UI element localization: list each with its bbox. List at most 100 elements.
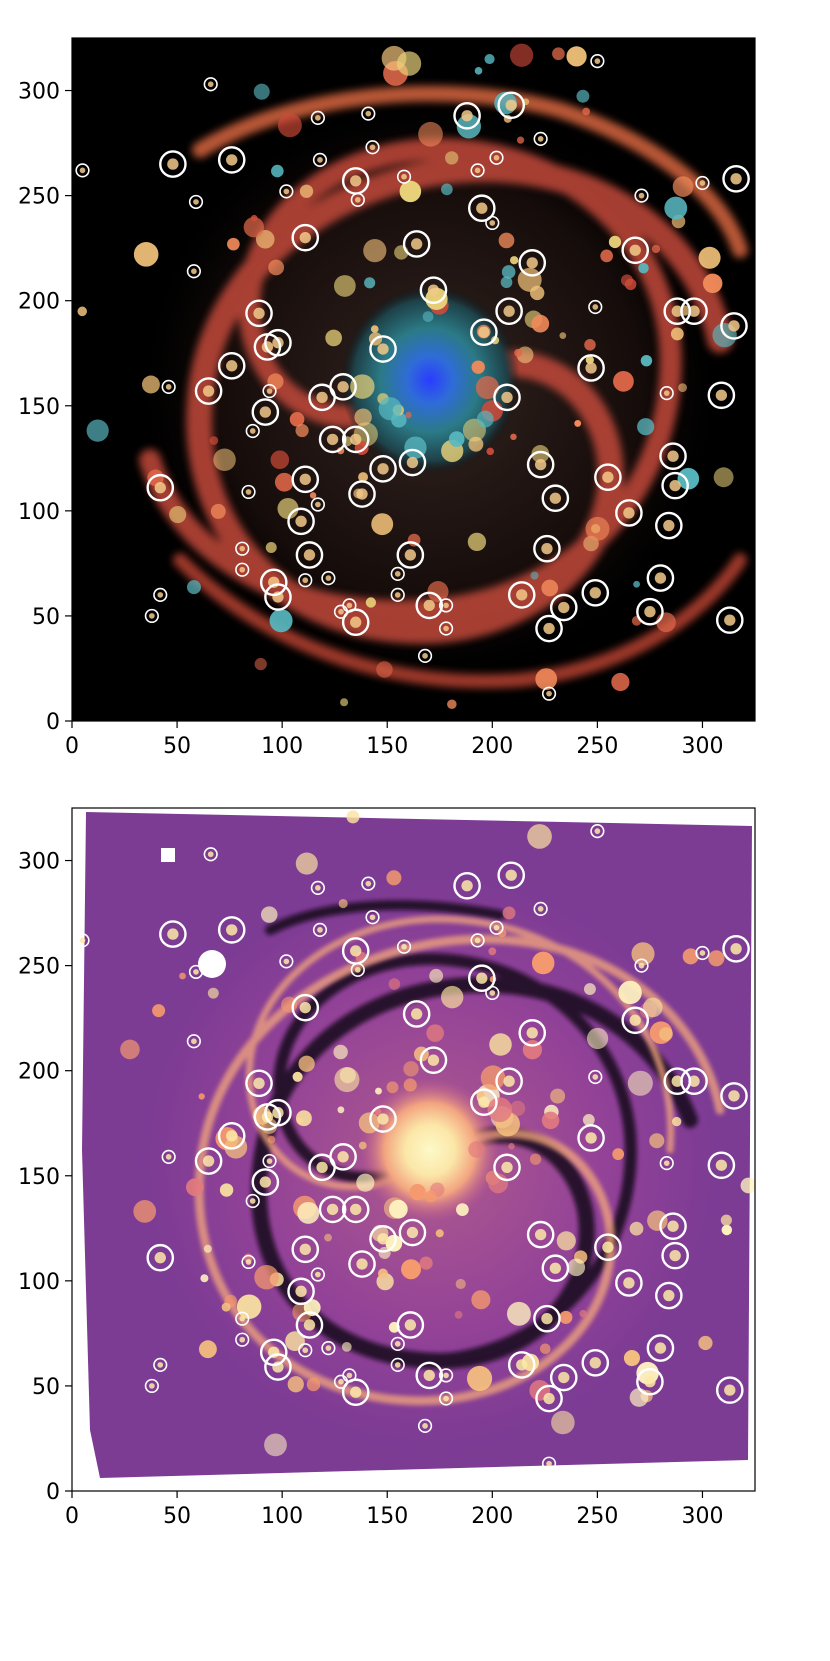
source-core <box>165 384 172 390</box>
star-clump <box>378 1268 388 1279</box>
source-core <box>266 388 273 394</box>
star-clump <box>435 1229 444 1238</box>
star-clump <box>401 1259 421 1280</box>
source-marker-circle <box>298 573 313 588</box>
source-marker-circle <box>287 507 315 536</box>
star-clump <box>374 1108 382 1116</box>
star-clump <box>250 214 258 222</box>
star-clump <box>608 235 622 249</box>
star-clump <box>471 1290 491 1310</box>
source-marker-circle <box>245 1069 273 1098</box>
source-core <box>302 1347 309 1354</box>
star-clump <box>86 419 109 442</box>
source-marker-circle <box>659 1212 687 1241</box>
source-core <box>493 154 500 161</box>
star-clump <box>466 1365 493 1392</box>
star-clump <box>618 980 642 1005</box>
star-clump <box>629 1221 644 1236</box>
source-core <box>543 622 555 635</box>
source-marker-circle <box>707 381 736 410</box>
source-core <box>501 391 513 404</box>
source-core <box>549 1262 562 1274</box>
source-marker-circle <box>159 920 187 948</box>
star-clump <box>584 983 596 995</box>
source-core <box>249 428 256 434</box>
source-core <box>315 885 321 891</box>
source-core <box>245 489 252 495</box>
source-core <box>478 1096 490 1108</box>
star-clump <box>399 180 422 203</box>
star-clump <box>530 285 545 301</box>
source-core <box>546 690 552 697</box>
star-clump <box>550 1088 566 1104</box>
source-core <box>669 1249 681 1262</box>
source-marker-circle <box>402 230 431 258</box>
bottom-star-clumps <box>79 810 755 1467</box>
star-clump <box>720 1214 732 1226</box>
x-tick-label: 50 <box>163 1504 191 1529</box>
source-marker-circle <box>655 1281 683 1310</box>
source-core <box>365 880 372 887</box>
star-clump <box>721 1224 733 1236</box>
star-clump <box>309 492 317 499</box>
source-core <box>315 1271 321 1278</box>
source-core <box>299 1001 311 1014</box>
source-marker-circle <box>659 386 674 401</box>
source-marker-circle <box>646 564 675 592</box>
star-clump <box>337 1106 345 1114</box>
source-marker-circle <box>186 1034 201 1049</box>
star-clump <box>474 67 483 75</box>
source-core <box>594 58 601 64</box>
source-core <box>350 945 362 957</box>
source-marker-circle <box>419 276 448 304</box>
x-tick-label: 200 <box>471 1504 513 1529</box>
source-core <box>663 519 675 532</box>
star-clump <box>643 997 663 1018</box>
y-tick-label: 300 <box>18 850 60 875</box>
source-core <box>543 1392 555 1405</box>
star-clump <box>209 436 219 445</box>
source-marker-circle <box>590 824 605 839</box>
source-marker-circle <box>541 1254 570 1283</box>
source-marker-circle <box>438 621 454 636</box>
source-core <box>669 479 681 492</box>
source-marker-circle <box>146 1243 175 1272</box>
star-clump <box>629 1388 649 1407</box>
source-marker-circle <box>186 264 201 279</box>
source-core <box>394 571 401 577</box>
source-marker-circle <box>415 1361 444 1390</box>
source-core <box>346 602 353 609</box>
top-galaxy-image <box>77 43 748 710</box>
source-marker-circle <box>720 312 748 340</box>
source-marker-circle <box>245 1193 260 1209</box>
star-clump <box>585 355 594 365</box>
source-core <box>724 1384 736 1396</box>
star-clump <box>306 1377 321 1392</box>
source-core <box>629 244 641 256</box>
source-core <box>406 456 419 469</box>
source-core <box>534 458 547 471</box>
star-clump <box>120 1039 140 1060</box>
source-core <box>541 542 553 555</box>
source-marker-circle <box>329 373 357 401</box>
source-marker-circle <box>153 587 168 603</box>
star-clump <box>574 419 582 427</box>
source-core <box>317 927 323 933</box>
source-core <box>325 575 332 581</box>
source-marker-circle <box>541 1456 557 1471</box>
source-core <box>423 599 435 612</box>
source-marker-circle <box>438 1368 454 1383</box>
source-core <box>303 549 316 561</box>
star-clump <box>530 571 539 580</box>
source-core <box>326 1203 339 1216</box>
source-core <box>207 851 214 858</box>
star-clump <box>236 1294 262 1319</box>
source-marker-circle <box>295 1311 324 1339</box>
star-clump <box>510 433 517 441</box>
y-tick-label: 50 <box>32 1375 60 1400</box>
source-marker-circle <box>188 964 204 980</box>
star-clump <box>556 1231 576 1251</box>
source-marker-circle <box>453 871 481 900</box>
star-clump <box>471 360 485 374</box>
